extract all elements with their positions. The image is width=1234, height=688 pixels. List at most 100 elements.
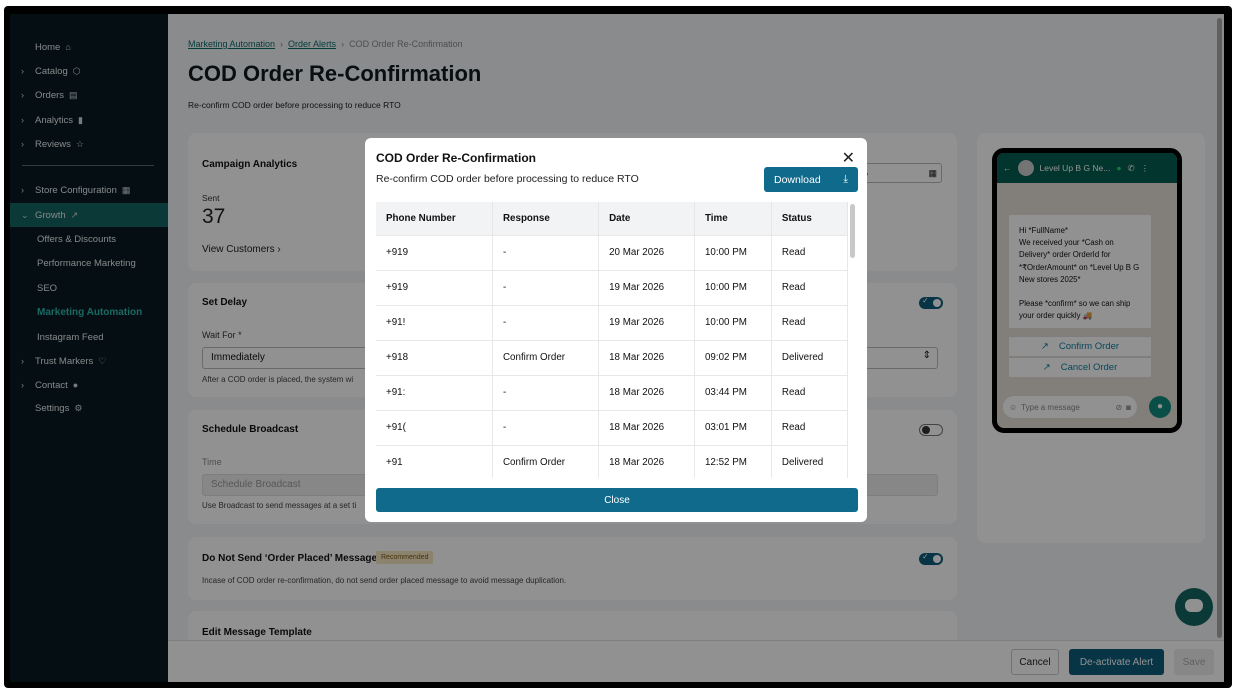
sent-label: Sent bbox=[202, 193, 220, 203]
chat-support-button[interactable] bbox=[1175, 588, 1213, 626]
view-customers-link[interactable]: View Customers › bbox=[202, 244, 281, 255]
sidebar-item-label: Orders bbox=[35, 89, 65, 101]
table-cell: 19 Mar 2026 bbox=[598, 304, 695, 340]
table-row: +91: -18 Mar 2026 03:44 PM Read bbox=[376, 374, 848, 410]
table-cell: Confirm Order bbox=[492, 339, 600, 375]
close-button[interactable]: Close bbox=[376, 488, 858, 512]
card-title: Schedule Broadcast bbox=[202, 424, 299, 435]
do-not-send-card: Do Not Send ‘Order Placed’ Message Recom… bbox=[188, 537, 957, 600]
emoji-icon: ☺ bbox=[1009, 402, 1018, 412]
page-description: Re-confirm COD order before processing t… bbox=[188, 100, 401, 110]
mic-icon[interactable]: ● bbox=[1149, 396, 1171, 418]
deactivate-alert-button[interactable]: De-activate Alert bbox=[1069, 649, 1164, 675]
table-row: +918 Confirm Order 18 Mar 2026 09:02 PM Deli… bbox=[376, 339, 848, 375]
chevron-right-icon: › bbox=[21, 139, 24, 149]
sidebar-item-analytics[interactable]: › Analytics ▮ bbox=[10, 108, 168, 132]
sidebar-item-performance-marketing[interactable]: Performance Marketing bbox=[10, 251, 168, 275]
table-cell: +91 bbox=[376, 444, 493, 478]
sidebar-item-seo[interactable]: SEO bbox=[10, 276, 168, 300]
chat-icon: ● bbox=[72, 380, 79, 390]
sidebar-item-label: Marketing Automation bbox=[37, 306, 143, 318]
sidebar-item-orders[interactable]: › Orders ▤ bbox=[10, 83, 168, 107]
sidebar-item-label: Trust Markers bbox=[35, 355, 94, 367]
responses-modal: COD Order Re-Confirmation Re-confirm COD… bbox=[365, 138, 867, 522]
sidebar-item-growth[interactable]: ⌄ Growth ↗ bbox=[10, 203, 168, 227]
message-bubble: Hi *FullName* We received your *Cash on D… bbox=[1009, 215, 1151, 329]
table-cell: 20 Mar 2026 bbox=[598, 234, 695, 270]
sidebar-item-label: Contact bbox=[35, 379, 68, 391]
do-not-send-toggle[interactable]: ✓ bbox=[919, 552, 943, 565]
delay-help: After a COD order is placed, the system … bbox=[202, 375, 354, 384]
sidebar-item-contact[interactable]: › Contact ● bbox=[10, 373, 168, 397]
page-title: COD Order Re-Confirmation bbox=[188, 61, 482, 86]
more-icon: ⋮ bbox=[1140, 162, 1150, 173]
sidebar-item-marketing-automation[interactable]: Marketing Automation bbox=[10, 300, 168, 324]
sidebar-item-instagram-feed[interactable]: Instagram Feed bbox=[10, 325, 168, 349]
attach-icon: ⊘ bbox=[1115, 402, 1123, 412]
set-delay-toggle[interactable]: ✓ bbox=[919, 296, 943, 309]
sidebar-item-home[interactable]: Home ⌂ bbox=[10, 35, 168, 59]
message-input[interactable]: ☺ Type a message ⊘ ◙ bbox=[1003, 396, 1137, 418]
table-cell: Delivered bbox=[771, 444, 848, 478]
table-row: +919-20 Mar 2026 10:00 PM Read bbox=[376, 234, 848, 270]
table-cell: - bbox=[492, 374, 600, 410]
card-title: Do Not Send ‘Order Placed’ Message bbox=[202, 553, 378, 564]
chevron-right-icon: › bbox=[21, 90, 24, 100]
chevron-updown-icon: ⇕ bbox=[922, 350, 931, 361]
download-button[interactable]: Download ⤓ bbox=[764, 167, 858, 192]
external-link-icon: ↗ bbox=[1040, 341, 1049, 352]
table-cell: +919 bbox=[376, 269, 493, 305]
card-title: Edit Message Template bbox=[202, 627, 312, 638]
schedule-broadcast-toggle[interactable] bbox=[919, 424, 943, 436]
column-header: Status bbox=[771, 202, 848, 235]
footer-bar: Cancel De-activate Alert Save bbox=[168, 640, 1224, 682]
cancel-button[interactable]: Cancel bbox=[1011, 649, 1059, 675]
wait-for-label: Wait For * bbox=[202, 330, 242, 340]
sidebar-item-store-configuration[interactable]: › Store Configuration ▦ bbox=[10, 178, 168, 202]
whatsapp-preview: ← Level Up B G Ne... ● ✆ ⋮ Hi *FullName* We r… bbox=[992, 148, 1182, 433]
breadcrumb: Marketing Automation › Order Alerts › COD Or… bbox=[188, 39, 463, 49]
table-scrollbar[interactable] bbox=[850, 204, 855, 258]
bar-chart-icon: ▮ bbox=[78, 114, 83, 125]
sidebar-item-catalog[interactable]: › Catalog ⬡ bbox=[10, 59, 168, 83]
table-row: +91 Confirm Order 18 Mar 2026 12:52 PM Deliv… bbox=[376, 444, 848, 478]
chevron-right-icon: › bbox=[21, 380, 24, 390]
table-cell: +919 bbox=[376, 234, 493, 270]
breadcrumb-order-alerts[interactable]: Order Alerts bbox=[288, 39, 337, 49]
page-scrollbar[interactable] bbox=[1217, 18, 1222, 638]
confirm-order-button[interactable]: ↗ Confirm Order bbox=[1009, 336, 1151, 356]
close-icon[interactable]: ✕ bbox=[841, 150, 855, 167]
back-arrow-icon: ← bbox=[1003, 163, 1012, 173]
table-cell: 18 Mar 2026 bbox=[598, 409, 695, 445]
app: Home ⌂ › Catalog ⬡ › Orders ▤ › Analytics ▮ › Review… bbox=[10, 14, 1224, 682]
sidebar-item-trust-markers[interactable]: › Trust Markers ♡ bbox=[10, 349, 168, 373]
sidebar-item-label: Growth bbox=[35, 209, 66, 221]
box-icon: ⬡ bbox=[72, 65, 81, 76]
table-cell: Read bbox=[771, 304, 848, 340]
table-cell: 12:52 PM bbox=[694, 444, 772, 478]
message-line: Hi *FullName* bbox=[1019, 226, 1068, 235]
sidebar-item-reviews[interactable]: › Reviews ☆ bbox=[10, 132, 168, 156]
table-cell: 10:00 PM bbox=[694, 304, 772, 340]
heart-icon: ♡ bbox=[98, 355, 107, 366]
modal-title: COD Order Re-Confirmation bbox=[376, 151, 537, 165]
sidebar-item-settings[interactable]: Settings ⚙ bbox=[10, 396, 168, 420]
table-cell: 10:00 PM bbox=[694, 234, 772, 270]
cancel-order-button[interactable]: ↗ Cancel Order bbox=[1009, 357, 1151, 377]
table-cell: 03:44 PM bbox=[694, 374, 772, 410]
breadcrumb-current: COD Order Re-Confirmation bbox=[349, 39, 463, 49]
recommended-badge: Recommended bbox=[376, 551, 434, 564]
table-cell: +91! bbox=[376, 304, 493, 340]
sidebar-item-label: SEO bbox=[37, 282, 58, 294]
save-button[interactable]: Save bbox=[1174, 649, 1214, 675]
sidebar-item-label: Settings bbox=[35, 402, 70, 414]
table-cell: 19 Mar 2026 bbox=[598, 269, 695, 305]
preview-card: ← Level Up B G Ne... ● ✆ ⋮ Hi *FullName* We r… bbox=[977, 133, 1205, 543]
breadcrumb-marketing-automation[interactable]: Marketing Automation bbox=[188, 39, 276, 49]
trending-up-icon: ↗ bbox=[70, 209, 79, 220]
chevron-right-icon: › bbox=[21, 356, 24, 366]
message-line: We received your *Cash on Delivery* orde… bbox=[1019, 238, 1140, 284]
sidebar-item-offers-discounts[interactable]: Offers & Discounts bbox=[10, 227, 168, 251]
external-link-icon: ↗ bbox=[1042, 362, 1051, 373]
phone-icon: ✆ bbox=[1127, 162, 1135, 173]
